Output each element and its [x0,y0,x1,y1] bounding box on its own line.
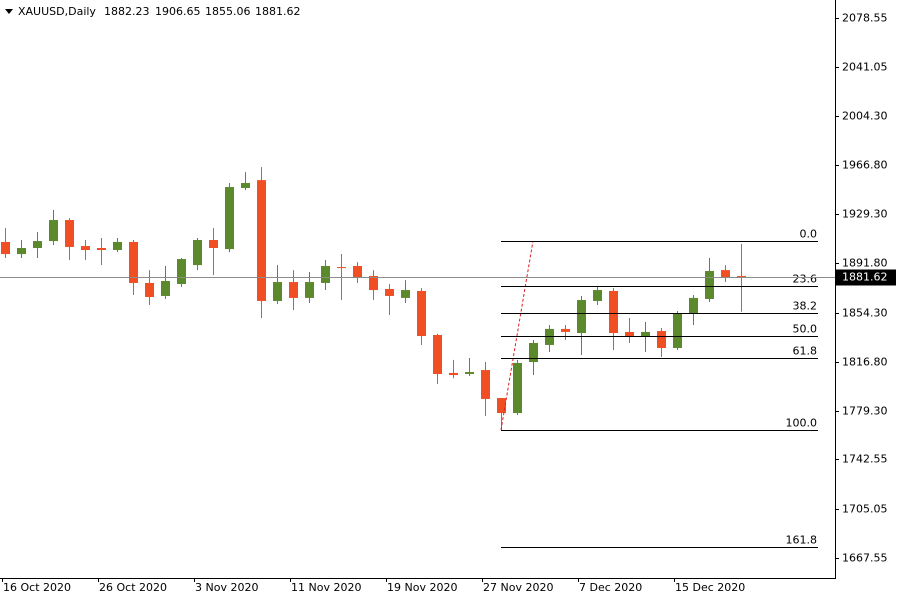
candle-body [657,331,666,348]
collapse-icon[interactable] [5,9,13,14]
candle-body [561,328,570,332]
x-tick-label: 16 Oct 2020 [3,581,71,594]
candle-body [577,300,586,334]
y-tick-label: 2004.30 [842,110,888,123]
x-tick-label: 15 Dec 2020 [675,581,745,594]
candle-body [321,266,330,283]
y-tick-label: 1891.80 [842,257,888,270]
y-tick-label: 1705.05 [842,503,888,516]
fib-label: 0.0 [800,228,818,241]
y-tick-label: 2041.05 [842,61,888,74]
candle-body [449,372,458,376]
candle-body [273,282,282,301]
y-tick-label: 1854.30 [842,307,888,320]
header-close: 1881.62 [255,5,301,18]
header-open: 1882.23 [104,5,150,18]
y-tick-label: 1966.80 [842,159,888,172]
candle-body [1,241,10,255]
candle-body [337,267,346,269]
candle-body [401,290,410,298]
candle-body [289,282,298,298]
x-tick-label: 27 Nov 2020 [483,581,553,594]
y-tick-label: 1816.80 [842,356,888,369]
candle-body [353,266,362,278]
candle-body [257,180,266,301]
candle-body [673,313,682,348]
candle-body [177,259,186,285]
chart-title: XAUUSD,Daily [18,5,96,18]
y-tick-label: 1742.55 [842,453,888,466]
candle-body [513,362,522,414]
candle-body [465,372,474,374]
candle-body [161,280,170,296]
current-price-label: 1881.62 [842,271,888,284]
fib-label: 23.6 [793,273,818,286]
fib-trend-line [500,240,534,431]
candle-body [417,290,426,337]
x-tick-label: 19 Nov 2020 [387,581,457,594]
candle-body [737,275,746,277]
candle-body [81,246,90,250]
y-tick-label: 1929.30 [842,208,888,221]
y-tick-label: 1667.55 [842,552,888,565]
candle-body [65,220,74,247]
header-low: 1855.06 [205,5,251,18]
candle-body [241,182,250,188]
candle-body [705,271,714,299]
candle-body [497,398,506,414]
x-tick-label: 7 Dec 2020 [579,581,642,594]
candle-body [33,241,42,249]
candle-body [193,240,202,266]
fib-label: 61.8 [793,345,818,358]
x-tick-label: 26 Oct 2020 [99,581,167,594]
candle-body [209,240,218,249]
candle-body [225,187,234,250]
current-price-box [836,269,896,286]
fib-label: 50.0 [793,323,818,336]
candle-body [113,241,122,250]
candle-body [97,248,106,250]
candle-body [721,270,730,278]
candle-body [433,334,442,374]
candle-body [305,282,314,298]
candle-body [49,220,58,242]
candle-body [529,342,538,363]
candle-body [145,282,154,298]
candle-body [609,290,618,334]
x-tick-label: 3 Nov 2020 [195,581,258,594]
candle-body [481,370,490,399]
candle-body [689,297,698,314]
candle-body [129,241,138,283]
x-tick-label: 11 Nov 2020 [291,581,361,594]
header-high: 1906.65 [155,5,201,18]
fib-label: 161.8 [786,534,818,547]
y-tick-label: 2078.55 [842,12,888,25]
candle-body [369,275,378,291]
fib-label: 100.0 [786,417,818,430]
y-tick-label: 1779.30 [842,405,888,418]
candle-body [17,248,26,255]
candle-body [385,289,394,296]
candle-body [625,331,634,337]
fib-label: 38.2 [793,300,818,313]
candle-body [641,331,650,337]
candle-body [593,290,602,301]
